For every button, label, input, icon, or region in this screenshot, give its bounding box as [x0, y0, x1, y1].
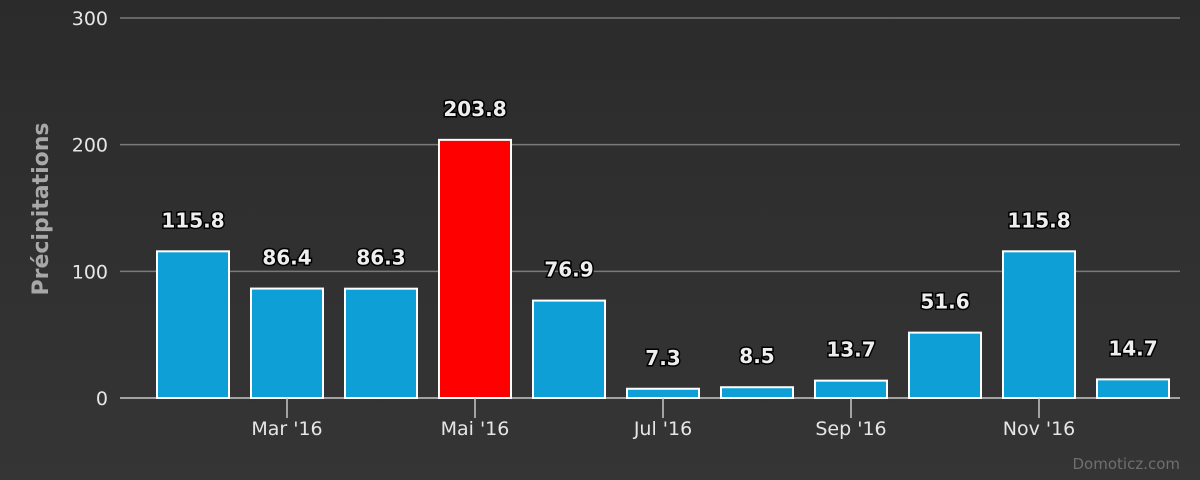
x-axis: Mar '16 Mai '16 Jul '16 Sep '16 Nov '16	[251, 398, 1075, 440]
bar[interactable]	[344, 287, 418, 400]
bar[interactable]	[814, 379, 888, 399]
data-label: 76.9	[544, 258, 593, 282]
data-label: 7.3	[645, 346, 680, 370]
x-tick-label: Mar '16	[251, 418, 322, 440]
bar[interactable]	[438, 138, 512, 399]
bar[interactable]	[156, 250, 230, 399]
data-label: 51.6	[920, 290, 969, 314]
y-tick-label: 300	[72, 8, 108, 30]
data-label: 86.4	[262, 246, 311, 270]
data-labels: 115.8 86.4 86.3 203.8 76.9 7.3 8.5 13.7 51.6 115.…	[160, 95, 1159, 371]
bar[interactable]	[908, 331, 982, 400]
x-tick-label: Mai '16	[441, 418, 510, 440]
bar[interactable]	[626, 387, 700, 399]
data-label: 13.7	[826, 338, 875, 362]
x-tick-label: Jul '16	[633, 418, 692, 440]
y-axis-title: Précipitations	[29, 122, 54, 295]
data-label: 86.3	[356, 246, 405, 270]
data-label: 115.8	[1007, 208, 1070, 232]
bar[interactable]	[250, 287, 324, 399]
x-tick-label: Nov '16	[1003, 418, 1076, 440]
data-label: 14.7	[1108, 336, 1157, 360]
bar[interactable]	[1096, 378, 1170, 400]
y-axis: 0 100 200 300	[72, 8, 108, 410]
data-label: 203.8	[443, 97, 506, 121]
x-tick-label: Sep '16	[815, 418, 886, 440]
bar[interactable]	[1002, 250, 1076, 399]
credits[interactable]: Domoticz.com	[1073, 455, 1181, 473]
y-tick-label: 0	[96, 388, 108, 410]
y-tick-label: 100	[72, 261, 108, 283]
bar[interactable]	[720, 386, 794, 400]
data-label: 8.5	[739, 344, 774, 368]
y-tick-label: 200	[72, 135, 108, 157]
data-label: 115.8	[161, 208, 224, 232]
bar[interactable]	[532, 299, 606, 399]
